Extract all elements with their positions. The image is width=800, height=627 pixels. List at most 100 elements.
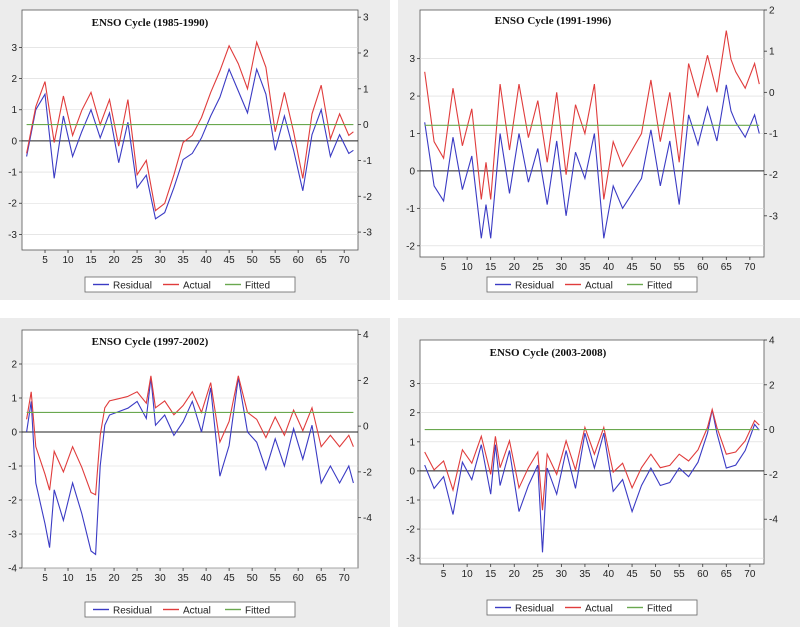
- x-tick-label: 45: [626, 262, 638, 273]
- right-tick-label: -1: [363, 156, 372, 167]
- x-tick-label: 55: [270, 573, 282, 584]
- x-tick-label: 45: [224, 255, 236, 266]
- chart-title: ENSO Cycle (2003-2008): [490, 347, 607, 359]
- left-tick-label: 0: [11, 136, 17, 147]
- x-tick-label: 35: [579, 569, 591, 580]
- legend-label-residual: Residual: [515, 281, 554, 292]
- right-tick-label: 0: [769, 425, 775, 436]
- series-line-actual: [26, 40, 354, 212]
- x-tick-label: 25: [132, 255, 144, 266]
- right-tick-label: 2: [769, 380, 775, 391]
- series-line-residual: [424, 409, 760, 553]
- right-tick-label: -3: [769, 211, 778, 222]
- x-tick-label: 25: [132, 573, 144, 584]
- legend-box: [486, 276, 698, 293]
- left-tick-label: 0: [11, 428, 17, 439]
- x-tick-label: 60: [697, 569, 709, 580]
- left-tick-label: -3: [8, 230, 17, 241]
- right-tick-label: 0: [363, 422, 369, 433]
- x-tick-label: 10: [62, 573, 74, 584]
- right-tick-label: 2: [363, 376, 369, 387]
- chart-panel-1985-1990: -3 -2 -1 0 1 2 3 -3 -2 -1 0 1 2 3 5 10 15 20 25 30 35 40 45 50 5…: [0, 0, 390, 300]
- x-tick-label: 55: [270, 255, 282, 266]
- right-tick-label: -2: [363, 192, 372, 203]
- series-line-actual: [424, 30, 760, 200]
- right-tick-label: 4: [363, 330, 369, 341]
- chart-panel-2003-2008: -3 -2 -1 0 1 2 3 -4 -2 0 2 4 5 10 15 20 25 30 35 40 45 50 55 60…: [398, 318, 800, 627]
- x-tick-label: 10: [462, 262, 474, 273]
- right-tick-label: 0: [363, 120, 369, 131]
- x-tick-label: 65: [316, 255, 328, 266]
- x-tick-label: 55: [674, 262, 686, 273]
- left-tick-label: 1: [409, 129, 415, 140]
- x-tick-label: 50: [650, 569, 662, 580]
- right-tick-label: 3: [363, 13, 369, 24]
- right-tick-label: -4: [363, 513, 372, 524]
- legend-label-actual: Actual: [585, 281, 613, 292]
- x-tick-label: 40: [603, 262, 615, 273]
- x-tick-label: 40: [201, 255, 213, 266]
- left-tick-label: 1: [11, 105, 17, 116]
- x-tick-label: 60: [697, 262, 709, 273]
- x-tick-label: 65: [721, 569, 733, 580]
- legend-box: [84, 276, 296, 293]
- left-tick-label: 2: [409, 92, 415, 103]
- legend-label-actual: Actual: [183, 606, 211, 617]
- series-line-residual: [26, 67, 354, 220]
- x-tick-label: 30: [556, 569, 568, 580]
- left-tick-label: 2: [409, 408, 415, 419]
- x-tick-label: 20: [108, 573, 120, 584]
- left-tick-label: 1: [409, 437, 415, 448]
- left-tick-label: -2: [8, 496, 17, 507]
- legend-label-actual: Actual: [183, 281, 211, 292]
- x-tick-label: 35: [178, 573, 190, 584]
- x-tick-label: 70: [744, 569, 756, 580]
- left-tick-label: 2: [11, 74, 17, 85]
- x-tick-label: 40: [603, 569, 615, 580]
- right-tick-label: -3: [363, 228, 372, 239]
- legend-label-fitted: Fitted: [245, 281, 270, 292]
- left-tick-label: -4: [8, 564, 17, 575]
- x-tick-label: 65: [721, 262, 733, 273]
- x-tick-label: 65: [316, 573, 328, 584]
- right-tick-label: -4: [769, 515, 778, 526]
- x-tick-label: 5: [441, 262, 447, 273]
- legend-box: [486, 599, 698, 616]
- left-tick-label: -2: [8, 199, 17, 210]
- x-tick-label: 20: [108, 255, 120, 266]
- x-tick-label: 25: [532, 262, 544, 273]
- legend-label-residual: Residual: [113, 281, 152, 292]
- x-tick-label: 40: [201, 573, 213, 584]
- right-tick-label: 0: [769, 88, 775, 99]
- chart-title: ENSO Cycle (1991-1996): [495, 15, 612, 27]
- x-tick-label: 30: [155, 255, 167, 266]
- left-tick-label: -3: [406, 554, 415, 565]
- right-tick-label: 2: [769, 6, 775, 17]
- left-tick-label: -1: [8, 462, 17, 473]
- series-line-residual: [26, 377, 354, 556]
- chart-panel-1991-1996: -2 -1 0 1 2 3 -3 -2 -1 0 1 2 5 10 15 20 25 30 35 40 45 50 55 60…: [398, 0, 800, 300]
- left-tick-label: -2: [406, 241, 415, 252]
- x-tick-label: 5: [42, 255, 48, 266]
- x-tick-label: 35: [579, 262, 591, 273]
- right-tick-label: 2: [363, 48, 369, 59]
- chart-title: ENSO Cycle (1985-1990): [92, 17, 209, 29]
- x-tick-label: 10: [62, 255, 74, 266]
- left-tick-label: 1: [11, 394, 17, 405]
- plot-area: [21, 329, 359, 569]
- legend-label-fitted: Fitted: [245, 606, 270, 617]
- x-tick-label: 30: [155, 573, 167, 584]
- legend-label-fitted: Fitted: [647, 281, 672, 292]
- legend-box: [84, 601, 296, 618]
- x-tick-label: 15: [485, 569, 497, 580]
- x-tick-label: 20: [509, 569, 521, 580]
- left-tick-label: -1: [406, 204, 415, 215]
- x-tick-label: 15: [485, 262, 497, 273]
- x-tick-label: 70: [339, 255, 351, 266]
- x-tick-label: 70: [339, 573, 351, 584]
- x-tick-label: 60: [293, 573, 305, 584]
